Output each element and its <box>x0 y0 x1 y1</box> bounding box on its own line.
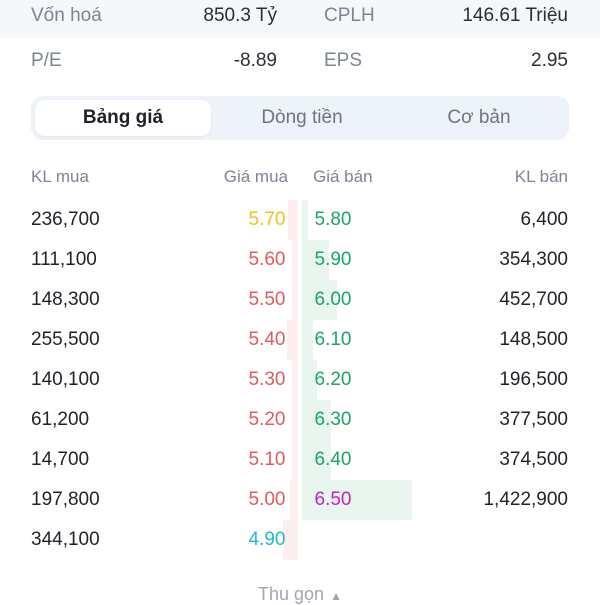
order-book-row[interactable]: 344,100 4.90 <box>0 520 600 560</box>
order-book-row[interactable]: 236,700 5.70 5.80 6,400 <box>0 200 600 240</box>
order-book-row[interactable]: 197,800 5.00 6.50 1,422,900 <box>0 480 600 520</box>
buy-volume: 111,100 <box>31 249 97 270</box>
buy-price: 5.50 <box>248 289 286 310</box>
collapse-label: Thu gọn <box>258 584 325 604</box>
sell-depth-bar <box>302 400 331 440</box>
shares-outstanding-label: CPLH <box>324 5 375 26</box>
buy-price: 5.00 <box>248 489 286 510</box>
buy-volume: 140,100 <box>31 369 100 390</box>
sell-price-header: Giá bán <box>313 167 373 186</box>
buy-price: 5.30 <box>248 369 286 390</box>
buy-depth-bar <box>292 440 298 480</box>
buy-volume: 344,100 <box>31 529 100 550</box>
tab-price-board[interactable]: Bảng giá <box>35 100 211 136</box>
sell-depth-bar <box>302 320 313 360</box>
pe-label: P/E <box>31 50 62 71</box>
sell-price: 6.00 <box>314 289 352 310</box>
sell-price <box>298 520 368 560</box>
buy-depth-bar <box>292 240 298 280</box>
sell-volume: 148,500 <box>499 329 568 350</box>
eps-label: EPS <box>324 50 363 71</box>
sell-price: 5.80 <box>314 209 352 230</box>
order-book-row[interactable]: 140,100 5.30 6.20 196,500 <box>0 360 600 400</box>
sell-price: 6.30 <box>314 409 352 430</box>
stats-row-highlight <box>0 0 600 38</box>
chevron-up-icon: ▲ <box>330 589 342 603</box>
sell-volume-header: KL bán <box>514 167 568 186</box>
order-book-row[interactable]: 111,100 5.60 5.90 354,300 <box>0 240 600 280</box>
pe-value: -8.89 <box>233 50 277 71</box>
buy-price: 4.90 <box>248 529 286 550</box>
buy-volume: 61,200 <box>31 409 90 430</box>
stock-stats: Vốn hoá 850.3 Tỷ CPLH 146.61 Triệu P/E -… <box>0 0 600 88</box>
buy-price: 5.40 <box>248 329 286 350</box>
sell-volume: 196,500 <box>499 369 568 390</box>
buy-volume: 148,300 <box>31 289 100 310</box>
sell-depth-bar <box>302 480 412 520</box>
buy-volume: 236,700 <box>31 209 100 230</box>
buy-price: 5.10 <box>248 449 286 470</box>
sell-price: 6.20 <box>314 369 352 390</box>
sell-depth-bar <box>302 440 331 480</box>
buy-volume: 255,500 <box>31 329 100 350</box>
order-book-row[interactable]: 148,300 5.50 6.00 452,700 <box>0 280 600 320</box>
sell-volume: 1,422,900 <box>483 489 568 510</box>
sell-depth-bar <box>302 240 329 280</box>
sell-depth-bar <box>302 360 317 400</box>
buy-price: 5.20 <box>248 409 286 430</box>
sell-volume <box>400 520 568 560</box>
sell-volume: 374,500 <box>499 449 568 470</box>
sell-price: 5.90 <box>314 249 352 270</box>
buy-volume: 197,800 <box>31 489 100 510</box>
buy-depth-bar <box>287 320 298 360</box>
buy-depth-bar <box>292 280 298 320</box>
buy-depth-bar <box>288 200 298 240</box>
buy-price-header: Giá mua <box>223 167 288 186</box>
buy-price: 5.70 <box>248 209 286 230</box>
buy-depth-bar <box>292 400 298 440</box>
buy-depth-bar <box>292 360 298 400</box>
buy-volume: 14,700 <box>31 449 90 470</box>
buy-depth-bar <box>290 480 298 520</box>
sell-volume: 354,300 <box>499 249 568 270</box>
sell-depth-bar <box>302 280 337 320</box>
order-book-row[interactable]: 14,700 5.10 6.40 374,500 <box>0 440 600 480</box>
collapse-button[interactable]: Thu gọn ▲ <box>0 584 600 605</box>
buy-volume-header: KL mua <box>31 167 89 186</box>
tab-bar: Bảng giá Dòng tiền Cơ bản <box>31 96 569 140</box>
order-book-row[interactable]: 61,200 5.20 6.30 377,500 <box>0 400 600 440</box>
sell-depth-bar <box>302 200 308 240</box>
order-book-row[interactable]: 255,500 5.40 6.10 148,500 <box>0 320 600 360</box>
tab-fundamentals[interactable]: Cơ bản <box>447 107 511 128</box>
tab-money-flow[interactable]: Dòng tiền <box>261 107 343 128</box>
buy-depth-bar <box>283 520 298 560</box>
sell-volume: 452,700 <box>499 289 568 310</box>
shares-outstanding-value: 146.61 Triệu <box>462 5 568 26</box>
sell-volume: 6,400 <box>520 209 568 230</box>
eps-value: 2.95 <box>531 50 568 71</box>
market-cap-label: Vốn hoá <box>31 5 102 26</box>
sell-volume: 377,500 <box>499 409 568 430</box>
sell-price: 6.50 <box>314 489 352 510</box>
buy-price: 5.60 <box>248 249 286 270</box>
sell-price: 6.40 <box>314 449 352 470</box>
sell-price: 6.10 <box>314 329 352 350</box>
market-cap-value: 850.3 Tỷ <box>203 5 277 26</box>
